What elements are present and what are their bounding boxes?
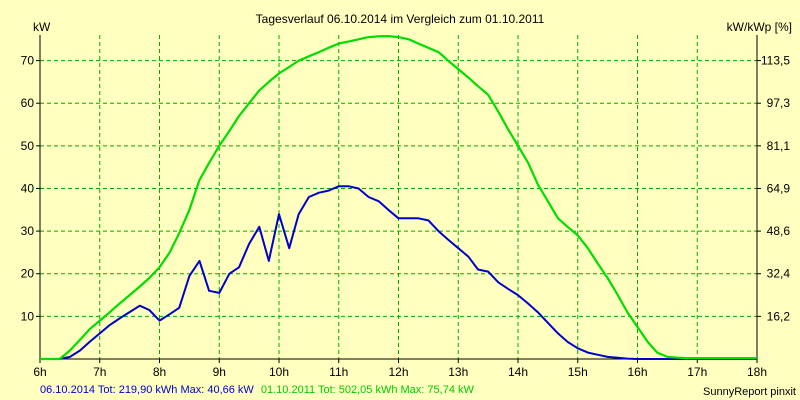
- y-tick-label-right: 64,9: [767, 181, 791, 195]
- y-tick-label-left: 50: [21, 139, 35, 153]
- y-tick-label-left: 30: [21, 224, 35, 238]
- legend: 06.10.2014 Tot: 219,90 kWh Max: 40,66 kW…: [40, 384, 474, 396]
- x-tick-label: 7h: [93, 365, 106, 379]
- ticks: 6h 7h 8h 9h 10h 11h 12h 13h 14h 15h 16h 17h 18h 10 16,…: [21, 54, 791, 379]
- y-tick-label-right: 81,1: [767, 139, 791, 153]
- x-tick-label: 15h: [568, 365, 588, 379]
- y-tick-label-right: 16,2: [767, 309, 791, 323]
- grid: [40, 35, 757, 359]
- y-tick-label-right: 32,4: [767, 267, 791, 281]
- y-tick-label-left: 70: [21, 54, 35, 68]
- y-tick-label-left: 40: [21, 181, 35, 195]
- x-tick-label: 11h: [329, 365, 348, 379]
- x-tick-label: 12h: [388, 365, 408, 379]
- x-tick-label: 13h: [448, 365, 468, 379]
- x-tick-label: 10h: [269, 365, 289, 379]
- y-tick-label-left: 20: [21, 267, 35, 281]
- legend-series-2014: 06.10.2014 Tot: 219,90 kWh Max: 40,66 kW: [40, 384, 254, 396]
- x-tick-label: 8h: [153, 365, 166, 379]
- x-tick-label: 17h: [687, 365, 707, 379]
- x-tick-label: 14h: [508, 365, 528, 379]
- series-line-06.10.2014: [40, 185, 757, 360]
- y-tick-label-left: 10: [21, 309, 35, 323]
- x-tick-label: 6h: [33, 365, 46, 379]
- y-tick-label-right: 97,3: [767, 96, 791, 110]
- x-tick-label: 9h: [213, 365, 226, 379]
- footer-credit: SunnyReport pinxit: [703, 386, 796, 398]
- x-tick-label: 16h: [627, 365, 647, 379]
- x-tick-label: 18h: [747, 365, 767, 379]
- y-axis-left-label: kW: [33, 20, 51, 34]
- y-tick-label-right: 48,6: [767, 224, 791, 238]
- series-line-01.10.2011: [40, 34, 757, 361]
- legend-series-2011: 01.10.2011 Tot: 502,05 kWh Max: 75,74 kW: [261, 384, 475, 396]
- series-group: [40, 34, 757, 361]
- y-tick-label-left: 60: [21, 96, 35, 110]
- y-axis-right-label: kW/kWp [%]: [727, 20, 792, 34]
- chart-title: Tagesverlauf 06.10.2014 im Vergleich zum…: [256, 12, 545, 26]
- y-tick-label-right: 113,5: [761, 54, 790, 68]
